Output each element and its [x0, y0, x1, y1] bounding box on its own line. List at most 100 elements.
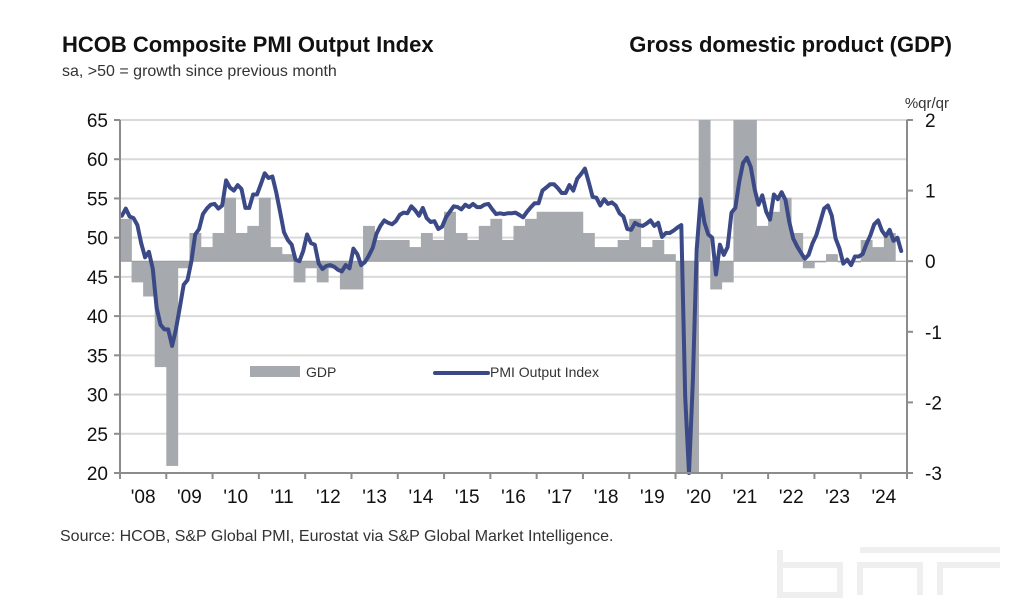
gdp-bar — [270, 247, 283, 262]
gdp-bar — [444, 211, 456, 262]
gdp-bar — [513, 225, 526, 262]
gdp-bar — [779, 197, 792, 262]
gdp-bar — [814, 261, 827, 263]
gdp-bar — [744, 120, 757, 262]
gdp-bars — [120, 120, 907, 473]
gdp-bar — [363, 225, 375, 262]
gdp-bar — [559, 211, 572, 262]
gdp-bar — [305, 261, 318, 269]
axes: 20 25 30 35 40 45 50 55 60 65 -3 -2 -1 0 1 2 '08 '09 '10 '1… — [87, 111, 942, 508]
x-tick-label: '15 — [455, 487, 480, 508]
x-tick-label: '24 — [871, 487, 896, 508]
gdp-bar — [177, 261, 190, 269]
x-tick-label: '18 — [594, 487, 619, 508]
left-chart-subtitle: sa, >50 = growth since previous month — [62, 63, 337, 80]
gdp-bar — [883, 232, 896, 262]
x-tick-label: '17 — [547, 487, 572, 508]
gdp-bar — [282, 254, 294, 262]
legend-label-pmi: PMI Output Index — [490, 364, 599, 380]
gdp-bar — [143, 261, 156, 297]
gdp-bar — [698, 120, 711, 262]
gdp-bar — [120, 218, 132, 262]
gdp-bar — [351, 261, 364, 290]
right-tick-label: 0 — [925, 252, 936, 273]
gdp-bar — [374, 240, 387, 262]
gdp-bar — [849, 261, 862, 263]
gdp-bar — [293, 261, 306, 283]
gdp-bar — [339, 261, 352, 290]
gdp-bar — [420, 232, 433, 262]
left-tick-label: 35 — [87, 346, 108, 367]
right-tick-label: 2 — [925, 111, 936, 132]
gdp-bar — [802, 261, 815, 269]
gdp-bar — [397, 240, 410, 262]
gdp-bar — [409, 247, 422, 262]
gdp-bar — [386, 240, 399, 262]
watermark-logo-icon — [777, 547, 1000, 598]
x-tick-label: '09 — [177, 487, 202, 508]
gdp-bar — [247, 225, 260, 262]
left-tick-label: 45 — [87, 268, 108, 289]
gdp-bar — [131, 261, 144, 283]
gdp-bar — [258, 197, 271, 262]
gdp-bar — [432, 240, 445, 262]
right-tick-label: 1 — [925, 182, 936, 203]
x-tick-label: '19 — [640, 487, 665, 508]
gdp-bar — [548, 211, 561, 262]
gdp-bar — [825, 254, 838, 262]
gdp-bar — [166, 261, 179, 466]
legend-swatch-gdp — [250, 366, 300, 377]
x-tick-label: '11 — [270, 487, 293, 508]
right-axis-unit: %qr/qr — [904, 95, 949, 112]
x-tick-label: '22 — [779, 487, 804, 508]
gdp-bar — [652, 240, 665, 262]
left-tick-label: 60 — [87, 150, 108, 171]
left-tick-label: 65 — [87, 111, 108, 132]
x-tick-label: '20 — [686, 487, 711, 508]
gdp-bar — [721, 261, 734, 283]
right-tick-label: -2 — [925, 393, 942, 414]
gdp-bar — [571, 211, 584, 262]
gdp-bar — [478, 225, 491, 262]
pmi-line — [119, 155, 904, 475]
gdp-bar — [629, 218, 642, 262]
left-chart-title: HCOB Composite PMI Output Index — [62, 32, 434, 57]
gdp-bar — [467, 240, 480, 262]
x-tick-label: '12 — [316, 487, 341, 508]
gdp-bar — [201, 247, 213, 262]
gdp-bar — [212, 232, 225, 262]
gdp-bar — [235, 232, 248, 262]
gdp-bar — [455, 232, 468, 262]
gdp-bar — [756, 225, 769, 262]
gdp-bar — [582, 232, 595, 262]
gdp-bar — [640, 247, 653, 262]
legend: GDP PMI Output Index — [250, 364, 599, 380]
gdp-bar — [617, 240, 630, 262]
left-tick-label: 55 — [87, 189, 108, 210]
x-tick-label: '14 — [409, 487, 434, 508]
gdp-bar — [490, 218, 503, 262]
x-tick-label: '16 — [501, 487, 526, 508]
gdp-bar — [860, 240, 873, 262]
x-tick-label: '21 — [733, 487, 758, 508]
x-tick-label: '13 — [362, 487, 387, 508]
gdp-bar — [316, 261, 329, 283]
source-note: Source: HCOB, S&P Global PMI, Eurostat v… — [60, 528, 614, 545]
x-tick-label: '23 — [825, 487, 850, 508]
left-tick-label: 50 — [87, 229, 108, 250]
left-tick-label: 40 — [87, 307, 108, 328]
gdp-bar — [536, 211, 549, 262]
x-tick-label: '10 — [223, 487, 248, 508]
right-tick-label: -3 — [925, 464, 942, 485]
gdp-bar — [872, 247, 885, 262]
gdp-bar — [606, 247, 618, 262]
gdp-bar — [768, 211, 780, 262]
gdp-bar — [675, 261, 688, 473]
pmi-line-group — [119, 155, 904, 475]
gdp-bar — [594, 247, 607, 262]
gridlines — [120, 119, 907, 435]
gdp-bar — [501, 240, 514, 262]
x-tick-label: '08 — [131, 487, 156, 508]
gdp-bar — [154, 261, 167, 368]
